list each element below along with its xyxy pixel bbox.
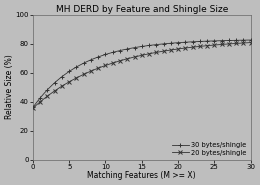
Title: MH DERD by Feature and Shingle Size: MH DERD by Feature and Shingle Size (56, 5, 228, 14)
X-axis label: Matching Features (M >= X): Matching Features (M >= X) (87, 171, 196, 180)
Legend: 30 bytes/shingle, 20 bytes/shingle: 30 bytes/shingle, 20 bytes/shingle (171, 142, 247, 156)
Y-axis label: Relative Size (%): Relative Size (%) (5, 55, 14, 120)
